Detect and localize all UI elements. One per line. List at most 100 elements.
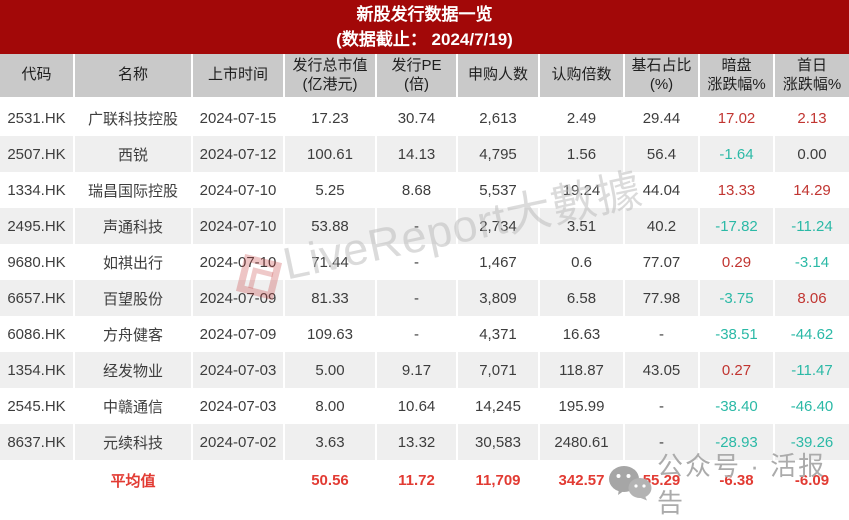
cell-name: 元续科技 [75, 424, 193, 460]
cell-list_date: 2024-07-15 [193, 100, 285, 136]
average-cell-multiple: 342.57 [540, 460, 625, 500]
cell-pe: 30.74 [377, 100, 458, 136]
cell-multiple: 19.24 [540, 172, 625, 208]
cell-code: 2495.HK [0, 208, 75, 244]
cell-pe: - [377, 208, 458, 244]
cell-subscribers: 2,734 [458, 208, 540, 244]
cell-grey_market: -17.82 [700, 208, 775, 244]
column-header-pe: 发行PE (倍) [377, 54, 458, 97]
column-header-market_cap: 发行总市值 (亿港元) [285, 54, 377, 97]
table-row: 2507.HK 西锐 2024-07-12 100.61 14.13 4,795 1.56 5… [0, 136, 849, 172]
average-cell-name: 平均值 [75, 460, 193, 500]
cell-multiple: 3.51 [540, 208, 625, 244]
cell-grey_market: -3.75 [700, 280, 775, 316]
cell-market_cap: 109.63 [285, 316, 377, 352]
average-cell-market_cap: 50.56 [285, 460, 377, 500]
cell-list_date: 2024-07-02 [193, 424, 285, 460]
cell-first_day: -39.26 [775, 424, 849, 460]
column-header-grey_market: 暗盘 涨跌幅% [700, 54, 775, 97]
page-title: 新股发行数据一览 [356, 4, 493, 24]
cell-first_day: 8.06 [775, 280, 849, 316]
cell-code: 9680.HK [0, 244, 75, 280]
average-cell-list_date [193, 460, 285, 500]
cell-cornerstone: - [625, 424, 700, 460]
cell-code: 6086.HK [0, 316, 75, 352]
title-band: 新股发行数据一览 (数据截止： 2024/7/19) [0, 0, 849, 54]
cell-code: 6657.HK [0, 280, 75, 316]
cell-multiple: 2.49 [540, 100, 625, 136]
column-header-cornerstone: 基石占比 (%) [625, 54, 700, 97]
column-header-name: 名称 [75, 54, 193, 97]
cell-name: 瑞昌国际控股 [75, 172, 193, 208]
cell-multiple: 16.63 [540, 316, 625, 352]
cell-grey_market: -38.40 [700, 388, 775, 424]
cell-market_cap: 81.33 [285, 280, 377, 316]
cell-market_cap: 71.44 [285, 244, 377, 280]
cell-grey_market: 17.02 [700, 100, 775, 136]
cell-first_day: 14.29 [793, 181, 831, 199]
cell-multiple: 6.58 [540, 280, 625, 316]
cell-list_date: 2024-07-03 [193, 352, 285, 388]
cell-subscribers: 5,537 [458, 172, 540, 208]
column-header-code: 代码 [0, 54, 75, 97]
cell-list_date: 2024-07-09 [193, 280, 285, 316]
cell-market_cap: 8.00 [285, 388, 377, 424]
table-body: 2531.HK 广联科技控股 2024-07-15 17.23 30.74 2,613 2.… [0, 100, 849, 460]
cell-name: 百望股份 [75, 280, 193, 316]
cell-pe: 9.17 [377, 352, 458, 388]
column-header-first_day: 首日 涨跌幅% [775, 54, 849, 97]
cell-market_cap: 100.61 [285, 136, 377, 172]
cell-pe: - [377, 244, 458, 280]
table-row: 2531.HK 广联科技控股 2024-07-15 17.23 30.74 2,613 2.… [0, 100, 849, 136]
cell-code: 8637.HK [0, 424, 75, 460]
average-cell-subscribers: 11,709 [458, 460, 540, 500]
cell-cornerstone: 43.05 [625, 352, 700, 388]
cell-grey_market: 0.29 [700, 244, 775, 280]
cell-first_day: -3.14 [794, 253, 830, 271]
cell-list_date: 2024-07-09 [193, 316, 285, 352]
table-row: 2495.HK 声通科技 2024-07-10 53.88-2,734 3.51 40.2… [0, 208, 849, 244]
cell-subscribers: 2,613 [458, 100, 540, 136]
cell-first_day: -44.62 [790, 325, 834, 343]
cell-cornerstone: 29.44 [625, 100, 700, 136]
cell-cornerstone: - [625, 388, 700, 424]
table-row: 6086.HK 方舟健客 2024-07-09 109.63-4,371 16.63- -… [0, 316, 849, 352]
cell-list_date: 2024-07-12 [193, 136, 285, 172]
cell-cornerstone: 77.07 [625, 244, 700, 280]
cell-multiple: 118.87 [540, 352, 625, 388]
table-row: 6657.HK 百望股份 2024-07-09 81.33-3,809 6.58 77.9… [0, 280, 849, 316]
cell-market_cap: 5.00 [285, 352, 377, 388]
table-row: 9680.HK 如祺出行 2024-07-10 71.44-1,467 0.6 77.07… [0, 244, 849, 280]
cell-grey_market: -38.51 [700, 316, 775, 352]
cell-code: 1334.HK [0, 172, 75, 208]
cell-name: 方舟健客 [75, 316, 193, 352]
cell-name: 如祺出行 [75, 244, 193, 280]
cell-name: 中赣通信 [75, 388, 193, 424]
cell-subscribers: 4,795 [458, 136, 540, 172]
cell-list_date: 2024-07-10 [193, 172, 285, 208]
average-cell-grey_market: -6.38 [700, 460, 775, 500]
cell-market_cap: 53.88 [285, 208, 377, 244]
cell-pe: 13.32 [377, 424, 458, 460]
cell-list_date: 2024-07-10 [193, 208, 285, 244]
cell-pe: - [377, 316, 458, 352]
cell-subscribers: 7,071 [458, 352, 540, 388]
cell-code: 2545.HK [0, 388, 75, 424]
cell-first_day: -11.24 [775, 208, 849, 244]
cell-first_day: 2.13 [797, 109, 827, 127]
cell-subscribers: 30,583 [458, 424, 540, 460]
cell-grey_market: -28.93 [700, 424, 775, 460]
average-cell-code [0, 460, 75, 500]
table-row: 1354.HK 经发物业 2024-07-03 5.00 9.17 7,071 118.87… [0, 352, 849, 388]
cell-code: 1354.HK [0, 352, 75, 388]
table-header-row: 代码 名称 上市时间 发行总市值 (亿港元) 发行PE (倍) 申购人数 认购倍数 基石占比 (%)… [0, 54, 849, 100]
cell-first_day: -11.47 [775, 352, 849, 388]
cell-cornerstone: 56.4 [625, 136, 700, 172]
cell-first_day: 0.00 [775, 136, 849, 172]
cell-name: 西锐 [75, 136, 193, 172]
cell-subscribers: 14,245 [458, 388, 540, 424]
column-header-list_date: 上市时间 [193, 54, 285, 97]
cell-code: 2531.HK [0, 100, 75, 136]
column-header-subscribers: 申购人数 [458, 54, 540, 97]
cell-cornerstone: 77.98 [625, 280, 700, 316]
